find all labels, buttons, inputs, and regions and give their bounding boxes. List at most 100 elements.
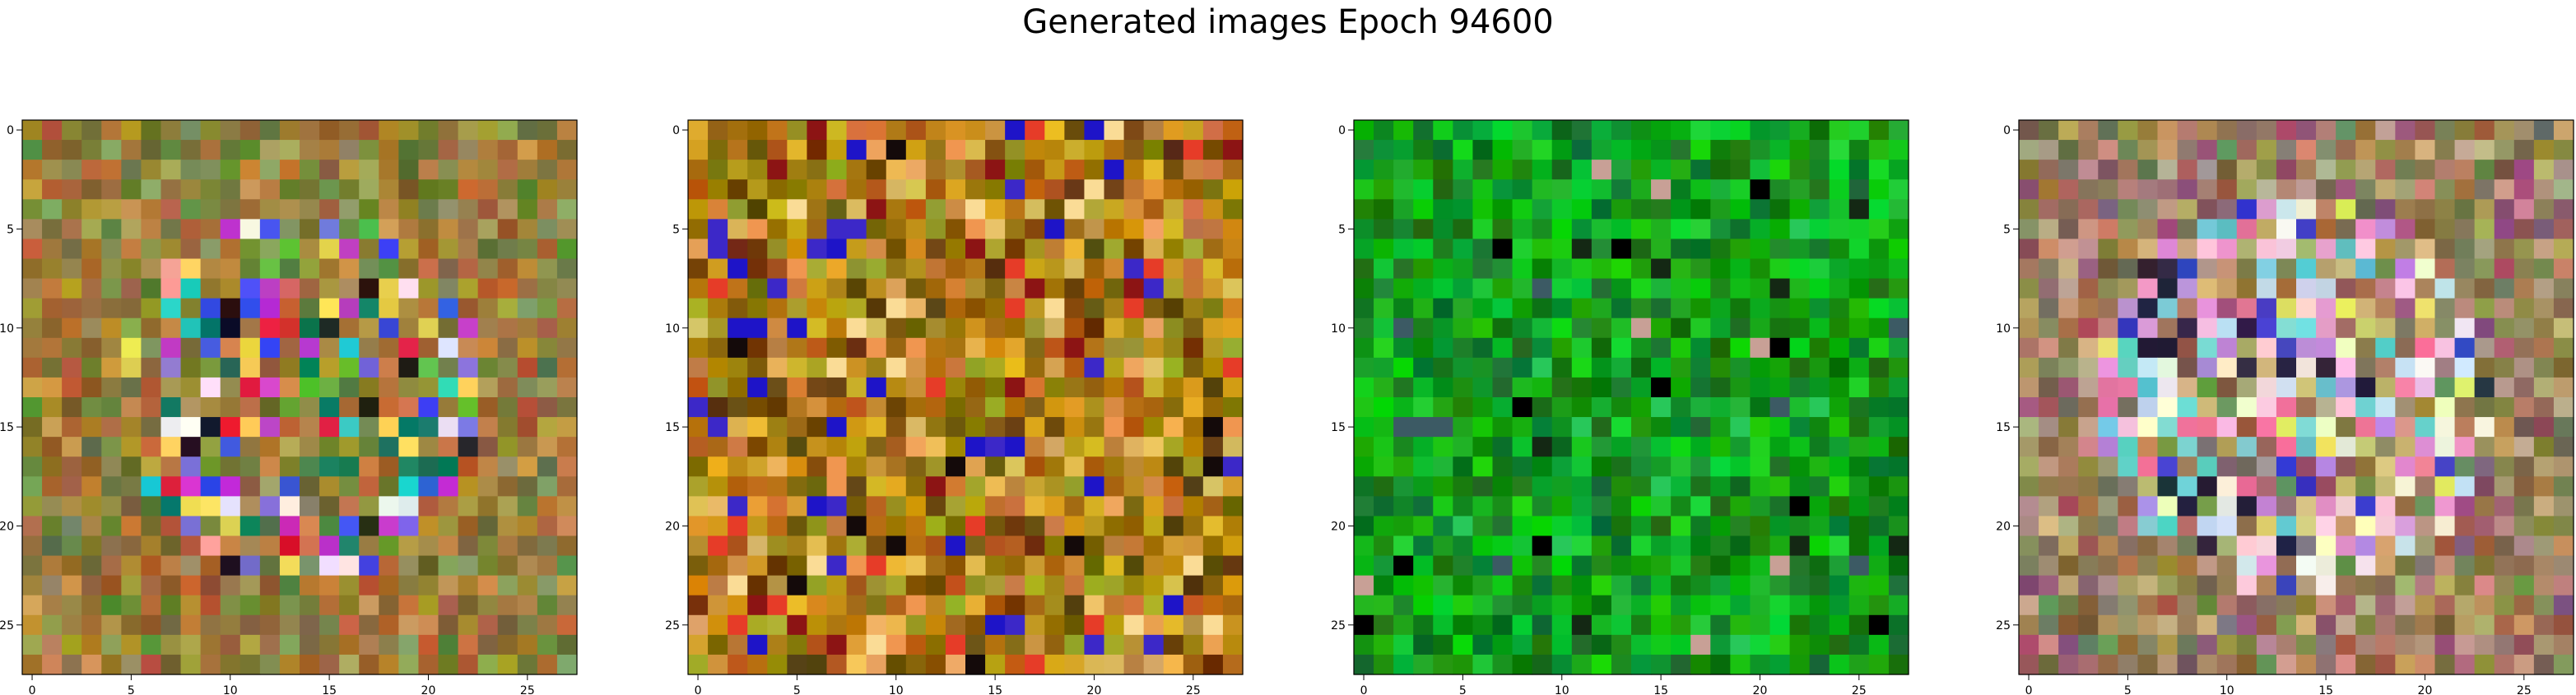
pixel-cell [826,258,848,280]
pixel-cell [886,535,907,557]
pixel-cell [787,496,808,517]
pixel-cell [747,417,768,438]
pixel-cell [2454,437,2476,457]
pixel-cell [2533,516,2555,537]
pixel-cell [379,456,399,477]
pixel-cell [2236,516,2257,537]
pixel-cell [1591,239,1612,260]
pixel-cell [1809,120,1830,141]
pixel-cell [886,595,907,616]
pixel-cell [1123,179,1145,200]
pixel-cell [2098,575,2118,596]
pixel-cell [1848,120,1870,141]
pixel-cell [2296,516,2317,537]
pixel-cell [787,160,808,180]
pixel-cell [1611,179,1632,200]
pixel-cell [2216,357,2238,378]
pixel-cell [1005,496,1025,517]
pixel-cell [1611,120,1632,141]
pixel-cell [438,258,459,280]
pixel-cell [2039,278,2059,299]
pixel-cell [1084,437,1105,457]
pixel-cell [1512,654,1533,675]
pixel-cell [985,496,1006,517]
pixel-cell [2454,199,2476,220]
pixel-cell [767,377,788,398]
pixel-cell [2078,397,2099,418]
pixel-cell [2494,199,2515,220]
pixel-cell [1848,219,1870,240]
pixel-cell [477,555,499,577]
pixel-cell [2336,219,2356,240]
pixel-cell [458,654,479,675]
pixel-cell [1730,377,1751,398]
pixel-cell [239,496,261,517]
pixel-cell [1730,317,1751,339]
pixel-cell [747,179,768,200]
pixel-cell [1025,377,1045,398]
pixel-cell [62,397,82,418]
pixel-cell [1848,654,1870,675]
pixel-cell [1690,317,1711,339]
pixel-cell [62,179,82,200]
pixel-cell [1848,535,1870,557]
pixel-cell [81,476,102,497]
pixel-cell [1374,239,1394,260]
pixel-grid [2019,120,2574,675]
pixel-cell [1044,278,1065,299]
pixel-cell [708,496,728,517]
pixel-cell [1064,120,1086,141]
pixel-cell [1750,555,1771,577]
pixel-cell [1809,317,1830,339]
pixel-cell [319,654,340,675]
pixel-cell [2395,120,2416,141]
pixel-cell [807,337,828,359]
pixel-cell [2513,476,2535,497]
pixel-cell [1631,199,1652,220]
pixel-cell [826,160,848,180]
pixel-cell [339,219,360,240]
pixel-cell [1611,614,1632,636]
pixel-cell [497,575,518,596]
pixel-cell [2375,357,2396,378]
pixel-cell [1512,575,1533,596]
pixel-cell [497,634,518,656]
y-tick-label: 5 [1338,223,1346,236]
pixel-cell [1769,140,1791,160]
pixel-cell [101,654,122,675]
pixel-cell [1690,437,1711,457]
pixel-cell [688,555,709,577]
pixel-cell [846,298,867,319]
pixel-cell [1183,258,1204,280]
pixel-cell [319,516,340,537]
pixel-cell [497,535,518,557]
pixel-cell [1393,397,1414,418]
pixel-cell [2256,357,2277,378]
pixel-cell [1413,614,1434,636]
pixel-cell [2058,397,2079,418]
pixel-cell [2454,456,2476,477]
pixel-cell [807,456,828,477]
pixel-cell [1769,417,1791,438]
pixel-cell [1710,120,1731,141]
pixel-cell [1143,555,1165,577]
pixel-cell [787,199,808,220]
pixel-cell [220,535,241,557]
pixel-cell [42,634,63,656]
pixel-cell [1750,357,1771,378]
pixel-cell [2236,258,2257,280]
pixel-cell [537,199,558,220]
pixel-cell [1354,456,1374,477]
pixel-cell [1888,179,1909,200]
pixel-cell [2415,199,2436,220]
pixel-cell [1222,199,1244,220]
pixel-cell [121,377,142,398]
pixel-cell [1671,120,1691,141]
pixel-cell [1433,179,1453,200]
pixel-cell [1551,555,1573,577]
pixel-cell [1611,397,1632,418]
pixel-cell [121,496,142,517]
pixel-cell [2395,337,2416,359]
pixel-cell [1123,456,1145,477]
pixel-cell [239,377,261,398]
